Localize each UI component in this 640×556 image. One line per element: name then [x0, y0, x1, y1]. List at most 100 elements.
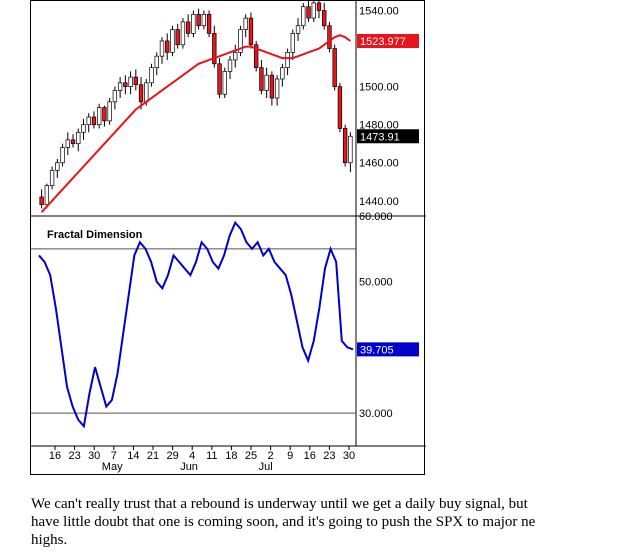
candle-body: [290, 32, 295, 53]
candle-body: [337, 86, 343, 129]
price-tick-label: 1440.00: [359, 196, 399, 208]
candle-body: [274, 78, 280, 99]
candle-body: [159, 40, 165, 57]
price-panel: 1440.00 1460.00 1480.00 1500.00 1540.00 1523…: [31, 1, 426, 217]
price-tick-label: 1540.00: [359, 6, 399, 18]
candle-body: [264, 74, 269, 91]
date-tick-label: 23: [68, 450, 80, 462]
candle-body: [269, 74, 275, 99]
candle-body: [348, 135, 353, 164]
candle-body: [322, 10, 327, 27]
date-tick-label: 23: [323, 450, 335, 462]
candle-body: [227, 59, 233, 72]
candle-body: [60, 147, 65, 164]
date-tick-label: 16: [304, 450, 316, 462]
article-caption: We can't really trust that a rebound is …: [31, 495, 631, 549]
price-badges: 1523.977 1473.91: [357, 33, 419, 144]
candle-body: [201, 13, 207, 27]
candle-body: [217, 63, 222, 95]
price-tick-label: 1500.00: [359, 82, 399, 94]
month-label: Jun: [180, 461, 198, 473]
price-candles: [39, 1, 353, 209]
candle-body: [332, 48, 337, 87]
indicator-badge: [357, 342, 419, 357]
candle-body: [128, 76, 133, 87]
candle-body: [112, 90, 118, 103]
indicator-reference-lines: [31, 248, 356, 414]
candle-body: [91, 116, 97, 126]
candle-body: [295, 25, 301, 34]
candle-body: [180, 21, 186, 46]
caption-line-2: have little doubt that one is coming soo…: [31, 514, 536, 530]
candle-body: [233, 52, 238, 61]
candle-body: [102, 107, 107, 122]
fractal-dimension-line: [38, 220, 354, 429]
price-tick-label: 1480.00: [359, 120, 399, 132]
price-badge: [357, 33, 419, 48]
candle-body: [191, 13, 196, 34]
date-tick-label: 11: [206, 450, 217, 462]
candle-body: [212, 32, 217, 65]
price-axis: 1440.00 1460.00 1480.00 1500.00 1540.00: [359, 6, 399, 208]
price-badge-label: 1473.91: [360, 131, 400, 143]
price-badge-label: 1523.977: [360, 36, 406, 48]
date-tick-label: 30: [343, 450, 355, 462]
date-tick-label: 7: [111, 450, 117, 462]
candle-body: [196, 13, 201, 27]
candle-body: [86, 116, 91, 126]
indicator-tick-label: 60.000: [359, 211, 393, 223]
candle-body: [144, 82, 149, 103]
price-badge: [357, 129, 419, 144]
candle-body: [107, 101, 112, 122]
month-label: May: [102, 461, 123, 473]
chart-frame: 1440.00 1460.00 1480.00 1500.00 1540.00 1523…: [30, 0, 426, 475]
candle-body: [327, 25, 332, 49]
indicator-panel: Fractal Dimension 30.000 50.000 60.000 39.…: [31, 211, 426, 473]
candle-body: [70, 139, 76, 145]
indicator-title: Fractal Dimension: [47, 229, 143, 241]
candle-body: [316, 2, 322, 11]
candle-body: [170, 29, 175, 53]
candle-body: [49, 169, 55, 186]
date-tick-label: 9: [287, 450, 293, 462]
chart-svg: 1440.00 1460.00 1480.00 1500.00 1540.00 1523…: [31, 1, 426, 473]
candle-body: [55, 162, 60, 171]
candle-body: [259, 67, 264, 91]
candle-body: [301, 6, 306, 27]
candle-body: [123, 82, 128, 87]
candle-body: [306, 6, 311, 19]
indicator-axis: 30.000 50.000 60.000: [359, 211, 393, 420]
date-tick-label: 16: [49, 450, 61, 462]
candle-body: [44, 185, 50, 205]
candle-body: [243, 17, 248, 30]
date-tick-label: 2: [268, 450, 274, 462]
caption-line-1: We can't really trust that a rebound is …: [31, 496, 528, 512]
candle-body: [65, 139, 70, 148]
date-tick-label: 4: [189, 450, 195, 462]
candle-body: [206, 13, 212, 34]
candle-body: [154, 55, 159, 68]
candle-body: [76, 131, 81, 145]
date-tick-label: 21: [147, 450, 159, 462]
moving-average-line: [40, 34, 351, 213]
month-label: Jul: [259, 461, 273, 473]
candle-body: [149, 67, 154, 84]
candle-body: [248, 17, 254, 46]
indicator-badge-label: 39.705: [360, 344, 394, 356]
candle-body: [254, 44, 259, 68]
candle-body: [97, 107, 102, 126]
date-tick-label: 25: [245, 450, 257, 462]
candle-body: [280, 67, 285, 80]
candle-body: [342, 128, 348, 164]
candle-body: [311, 2, 316, 19]
candle-body: [165, 40, 170, 53]
candle-body: [138, 84, 144, 103]
candle-body: [39, 196, 44, 205]
date-tick-label: 29: [166, 450, 178, 462]
candle-body: [238, 29, 243, 53]
indicator-value-badge: 39.705: [357, 342, 419, 357]
price-tick-label: 1460.00: [359, 158, 399, 170]
candle-body: [285, 52, 290, 68]
indicator-tick-label: 50.000: [359, 277, 393, 289]
